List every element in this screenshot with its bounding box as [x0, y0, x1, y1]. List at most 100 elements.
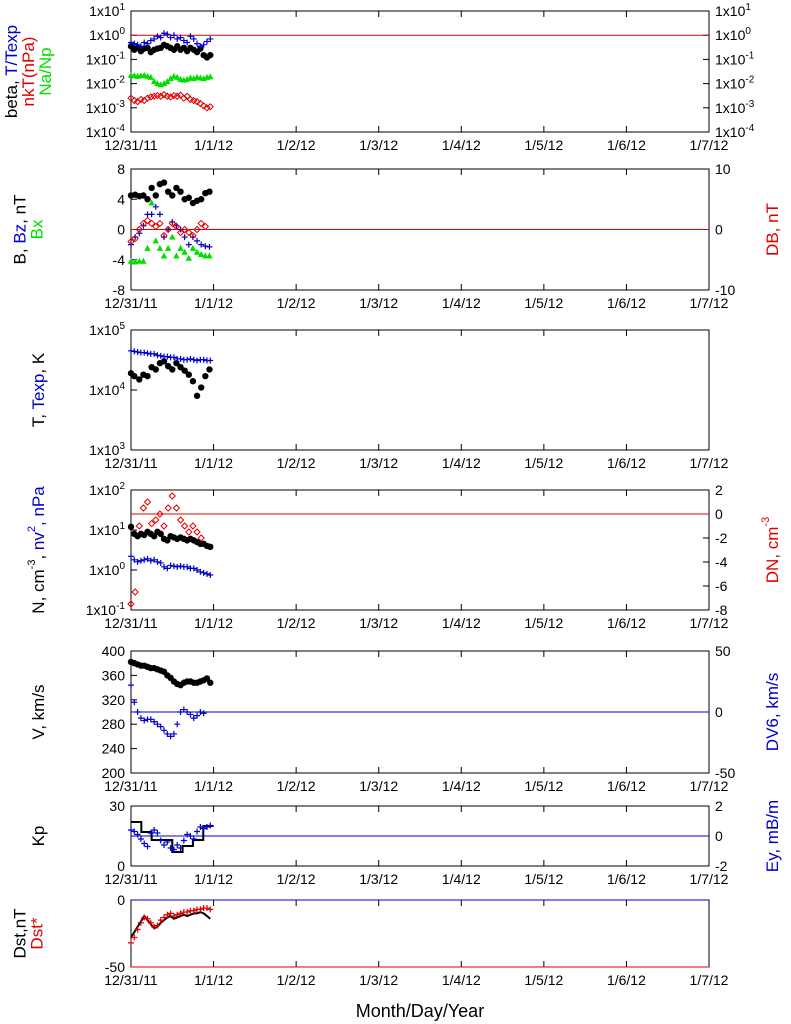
y-tick-label: 1x100	[89, 26, 125, 43]
data-point-dot	[150, 532, 158, 540]
data-point-dot	[169, 366, 176, 373]
y-tick-label-base: 0	[117, 858, 125, 874]
data-point-plus	[144, 350, 151, 357]
y-tick-label-exp: -3	[116, 99, 125, 110]
data-point-plus	[164, 353, 171, 360]
y-axis-title-line: beta, T/Texp	[2, 25, 21, 118]
data-point-plus	[207, 357, 214, 364]
data-point-plus	[164, 839, 171, 845]
x-tick-label: 1/4/12	[442, 972, 481, 988]
data-point-plus	[197, 43, 204, 50]
y-axis-title-line: T, Texp, K	[29, 352, 48, 427]
y-tick-label: 1x10-1	[86, 50, 126, 67]
y-axis-title-line: B, Bz, nT	[10, 195, 29, 265]
data-point-plus	[184, 831, 191, 838]
data-point-diamond	[193, 528, 201, 536]
y-tick-label-exp: 1	[119, 521, 125, 532]
y-tick-label-base: 30	[109, 798, 125, 814]
data-point-diamond	[152, 222, 160, 231]
x-tick-label: 1/5/12	[524, 295, 563, 311]
data-point-plus	[134, 41, 141, 48]
x-tick-label: 1/6/12	[607, 137, 646, 153]
data-point-triangle	[160, 252, 168, 259]
data-point-diamond	[131, 588, 139, 596]
data-point-plus	[137, 836, 144, 842]
data-point-plus	[136, 230, 143, 237]
data-point-plus	[161, 563, 168, 570]
y-tick-label: 1x10-2	[86, 75, 126, 92]
right-tick-label-exp: -2	[745, 75, 754, 86]
data-point-dot	[136, 376, 143, 383]
data-point-triangle	[144, 244, 151, 251]
x-tick-label: 1/7/12	[690, 972, 729, 988]
data-point-dot	[152, 192, 159, 199]
series-black-dot	[127, 658, 214, 689]
y-tick-label: 320	[102, 692, 126, 708]
data-point-triangle	[207, 73, 214, 80]
data-point-plus	[134, 558, 141, 565]
data-point-triangle	[177, 244, 184, 251]
data-point-plus	[167, 34, 174, 41]
y-axis-title-line: Dst*	[27, 917, 46, 950]
right-axis-title-segment: DN, cm	[763, 527, 782, 584]
x-tick-label: 1/2/12	[277, 455, 316, 471]
data-point-plus	[200, 356, 207, 363]
x-tick-label: 1/5/12	[524, 615, 563, 631]
data-point-plus	[151, 350, 158, 357]
series-green-triangle	[127, 199, 213, 265]
data-point-plus	[194, 40, 201, 47]
y-axis-title-line: nkT(nPa)	[19, 37, 38, 107]
data-point-dot	[173, 184, 180, 192]
data-point-diamond	[193, 225, 201, 234]
y-tick-label: 0	[117, 892, 125, 908]
y-tick-label-exp: 0	[119, 561, 125, 572]
y-tick-label-base: 4	[117, 191, 125, 207]
data-point-plus	[197, 568, 204, 575]
x-tick-label: 1/5/12	[524, 778, 563, 794]
x-tick-label: 1/1/12	[194, 615, 233, 631]
data-point-diamond	[168, 492, 176, 500]
right-tick-label: -10	[715, 282, 735, 298]
data-point-plus	[154, 33, 161, 40]
x-tick-label: 1/1/12	[194, 871, 233, 887]
series-black-step	[131, 821, 214, 853]
right-tick-label-base: -50	[715, 765, 735, 781]
x-tick-label: 1/3/12	[359, 615, 398, 631]
data-point-plus	[131, 556, 138, 563]
data-point-plus	[156, 211, 163, 218]
y-tick-label: -8	[113, 282, 126, 298]
y-tick-label-base: 1x10	[89, 442, 120, 458]
y-tick-label-base: 1x10	[89, 562, 120, 578]
data-point-dot	[185, 194, 192, 201]
data-point-diamond	[185, 528, 193, 536]
y-axis-title-line: Na/Np	[36, 47, 55, 95]
data-point-plus	[161, 914, 168, 921]
data-point-diamond	[127, 237, 135, 246]
y-tick-label-base: 1x10	[89, 27, 120, 43]
right-tick-label: -8	[715, 602, 728, 618]
data-point-plus	[184, 563, 191, 570]
data-point-triangle	[197, 250, 205, 257]
data-point-triangle	[148, 199, 155, 206]
data-point-plus	[144, 915, 151, 922]
x-tick-label: 1/1/12	[194, 972, 233, 988]
series-red-diamond	[127, 216, 210, 246]
data-point-plus	[167, 845, 174, 851]
data-point-plus	[177, 910, 184, 917]
data-point-diamond	[127, 600, 135, 608]
series-blue-plus	[128, 553, 214, 578]
data-point-triangle	[164, 244, 172, 251]
data-point-plus	[164, 911, 171, 918]
x-tick-label: 1/2/12	[277, 871, 316, 887]
data-point-plus	[187, 33, 194, 40]
x-tick-label: 1/2/12	[277, 778, 316, 794]
right-tick-label: 0	[715, 222, 723, 238]
data-point-plus	[177, 845, 184, 851]
right-tick-label: 1x10-4	[715, 123, 755, 140]
data-point-plus	[177, 355, 184, 362]
data-point-plus	[141, 840, 148, 847]
y-tick-label: 200	[102, 765, 126, 781]
data-point-plus	[170, 846, 177, 853]
data-point-plus	[190, 836, 197, 842]
y-tick-label-base: 360	[102, 667, 126, 683]
